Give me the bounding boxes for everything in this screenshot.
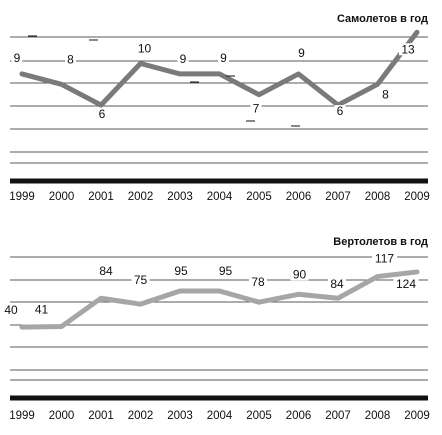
data-label: 6 — [99, 107, 106, 121]
data-label: 40 — [4, 303, 18, 317]
data-label-bg — [218, 51, 229, 64]
x-tick-label: 2007 — [325, 410, 351, 422]
x-tick-label: 2008 — [365, 410, 391, 422]
data-label: 75 — [134, 273, 148, 287]
data-label-bg — [372, 252, 397, 265]
data-label: 9 — [220, 51, 227, 65]
helicopters-panel: 1999 2000 2001 2002 2003 2004 2005 2006 2007 2008… — [2, 252, 430, 422]
x-tick-label: 2004 — [207, 410, 233, 422]
data-label: 78 — [251, 275, 265, 289]
data-label: 6 — [337, 104, 344, 118]
planes-panel: 1999 2000 2001 2002 2003 2004 2005 2006 2007 2008… — [9, 29, 430, 203]
series-line — [19, 269, 420, 330]
data-label: 8 — [67, 52, 74, 66]
x-tick-label: 2000 — [49, 191, 75, 203]
data-label: 90 — [293, 267, 307, 281]
data-label-bg — [177, 52, 189, 65]
data-label: 9 — [14, 51, 21, 65]
data-label: 9 — [298, 46, 305, 60]
x-tick-label: 2001 — [88, 410, 114, 422]
data-label-bg — [96, 108, 108, 121]
series-line — [19, 29, 420, 108]
x-tick-label: 1999 — [9, 410, 35, 422]
x-tick-label: 2001 — [88, 191, 114, 203]
x-tick-label: 1999 — [9, 191, 35, 203]
x-tick-label: 2006 — [286, 410, 312, 422]
data-label-bg — [380, 88, 391, 101]
data-label-bg — [97, 265, 115, 278]
data-label-bg — [250, 102, 262, 115]
x-tick-label: 2006 — [286, 191, 312, 203]
data-label: 8 — [382, 87, 389, 101]
x-tick-label: 2003 — [167, 191, 193, 203]
x-tick-label: 2004 — [207, 191, 233, 203]
data-label: 7 — [253, 102, 260, 116]
data-label: 10 — [138, 42, 152, 56]
data-label: 13 — [401, 42, 415, 56]
x-tick-label: 2003 — [167, 410, 193, 422]
data-label-bg — [216, 265, 235, 278]
data-label-bg — [135, 42, 154, 55]
data-label: 84 — [99, 264, 113, 278]
data-label-bg — [334, 105, 346, 118]
x-tick-label: 2000 — [49, 410, 75, 422]
data-label: 117 — [375, 252, 394, 266]
chart-title-planes: Самолетов в год — [337, 13, 428, 25]
data-label-bg — [2, 304, 20, 317]
x-tick-label: 2009 — [404, 191, 430, 203]
data-label: 124 — [396, 277, 416, 291]
data-label: 95 — [219, 264, 233, 278]
x-tick-label: 2009 — [404, 410, 430, 422]
x-tick-label: 2005 — [246, 191, 272, 203]
x-tick-label: 2002 — [128, 410, 154, 422]
x-tick-label: 2002 — [128, 191, 154, 203]
x-tick-label: 2007 — [325, 191, 351, 203]
data-label-bg — [296, 46, 307, 59]
data-label: 95 — [174, 264, 188, 278]
x-tick-label: 2008 — [365, 191, 391, 203]
data-label: 41 — [35, 303, 49, 317]
data-label-bg — [328, 278, 346, 291]
x-tick-label: 2005 — [246, 410, 272, 422]
data-label-bg — [172, 265, 190, 278]
data-label: 84 — [330, 277, 344, 291]
data-label-bg — [131, 274, 150, 287]
data-label-bg — [290, 268, 309, 281]
data-label-bg — [399, 43, 417, 56]
data-label-bg — [393, 277, 419, 290]
data-label-bg — [249, 276, 267, 289]
data-label: 9 — [180, 52, 187, 66]
data-label-bg — [11, 51, 23, 64]
data-label-bg — [65, 53, 76, 66]
data-label-bg — [32, 303, 51, 316]
chart-title-helicopters: Вертолетов в год — [333, 236, 428, 248]
